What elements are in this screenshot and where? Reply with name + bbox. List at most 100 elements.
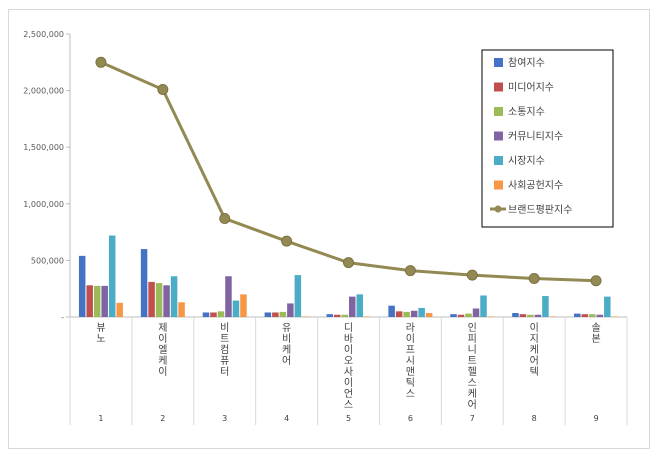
bar (512, 313, 519, 317)
line-point (343, 257, 354, 269)
legend-label: 사회공헌지수 (508, 180, 563, 192)
bar (294, 275, 302, 317)
bar (527, 314, 534, 317)
bar-series-group (78, 235, 619, 317)
legend-label: 커뮤니티지수 (508, 131, 563, 143)
legend-swatch (494, 107, 503, 116)
y-tick-label: 1,500,000 (23, 143, 64, 152)
bar (178, 302, 185, 317)
rank-label: 1 (98, 414, 103, 423)
bar (272, 312, 279, 317)
bar (217, 311, 225, 317)
bar (418, 307, 425, 317)
y-tick-label: 1,000,000 (23, 200, 64, 209)
bar (78, 255, 86, 317)
y-tick-label: 2,500,000 (23, 30, 64, 39)
line-point (281, 235, 293, 247)
bar (86, 285, 93, 317)
bar (403, 311, 410, 317)
bar (116, 302, 123, 317)
legend-swatch (494, 82, 503, 92)
line-point (95, 56, 107, 68)
line-point (528, 273, 540, 285)
rank-label: 6 (408, 414, 413, 423)
bar (574, 313, 581, 317)
line-series-group (95, 56, 602, 287)
legend-swatch (494, 156, 503, 165)
bar (210, 312, 217, 317)
bar (326, 314, 333, 317)
bar (542, 296, 549, 317)
legend-swatch (494, 180, 503, 190)
bar (465, 313, 472, 317)
bar (163, 285, 170, 317)
bar (155, 283, 163, 317)
bar (341, 314, 348, 317)
line-point (157, 83, 169, 95)
line-point (590, 275, 602, 287)
bar (549, 316, 557, 317)
bar (225, 276, 232, 317)
bar (581, 314, 589, 317)
y-tick-label: - (61, 313, 64, 322)
bar (240, 294, 247, 317)
legend-label: 시장지수 (508, 155, 545, 167)
legend-label: 참여지수 (508, 57, 545, 69)
category-labels: 뷰 노 1 제 이 엘 케 이 2 비 트 컴 퓨 터 3 유 비 케 어 4 디 바 이 오 사 이 언 스 5 라 이 프 시 맨 틱 스 6 인 피 니… (69, 317, 628, 425)
bar (202, 312, 210, 317)
bar (334, 314, 341, 317)
y-tick-label: 500,000 (31, 256, 64, 265)
bar (450, 314, 457, 317)
bar (101, 285, 108, 317)
bar (140, 249, 148, 317)
bar (480, 295, 487, 317)
legend-label: 미디어지수 (508, 82, 554, 94)
legend-label: 소통지수 (508, 106, 545, 118)
bar (596, 314, 604, 317)
rank-label: 4 (284, 414, 289, 423)
legend-swatch (494, 58, 503, 67)
bar (611, 316, 619, 317)
rank-label: 8 (532, 414, 537, 423)
bar (108, 235, 116, 317)
bar (302, 316, 309, 317)
line-point (466, 269, 478, 281)
bar (170, 276, 178, 317)
bar (410, 310, 418, 317)
bar (287, 303, 294, 317)
bar (472, 308, 480, 317)
bar (364, 316, 371, 317)
bar (395, 311, 403, 317)
rank-label: 3 (222, 414, 227, 423)
rank-label: 9 (594, 414, 599, 423)
bar (604, 296, 611, 317)
bar (232, 300, 240, 317)
line-point (219, 213, 231, 225)
rank-label: 7 (470, 414, 475, 423)
bar (589, 314, 596, 317)
bar (264, 312, 272, 317)
bar (519, 314, 527, 317)
rank-label: 5 (346, 414, 351, 423)
bar (457, 314, 465, 317)
bar (356, 294, 363, 317)
bar (279, 311, 287, 317)
y-tick-label: 2,000,000 (23, 87, 64, 96)
bar (425, 313, 433, 317)
legend-label: 브랜드평판지수 (508, 204, 572, 216)
bar (388, 305, 395, 317)
bar (487, 316, 495, 317)
legend-box (481, 49, 614, 228)
legend-swatch (494, 131, 503, 141)
legend-line-marker (494, 205, 502, 213)
line-point (404, 265, 416, 277)
